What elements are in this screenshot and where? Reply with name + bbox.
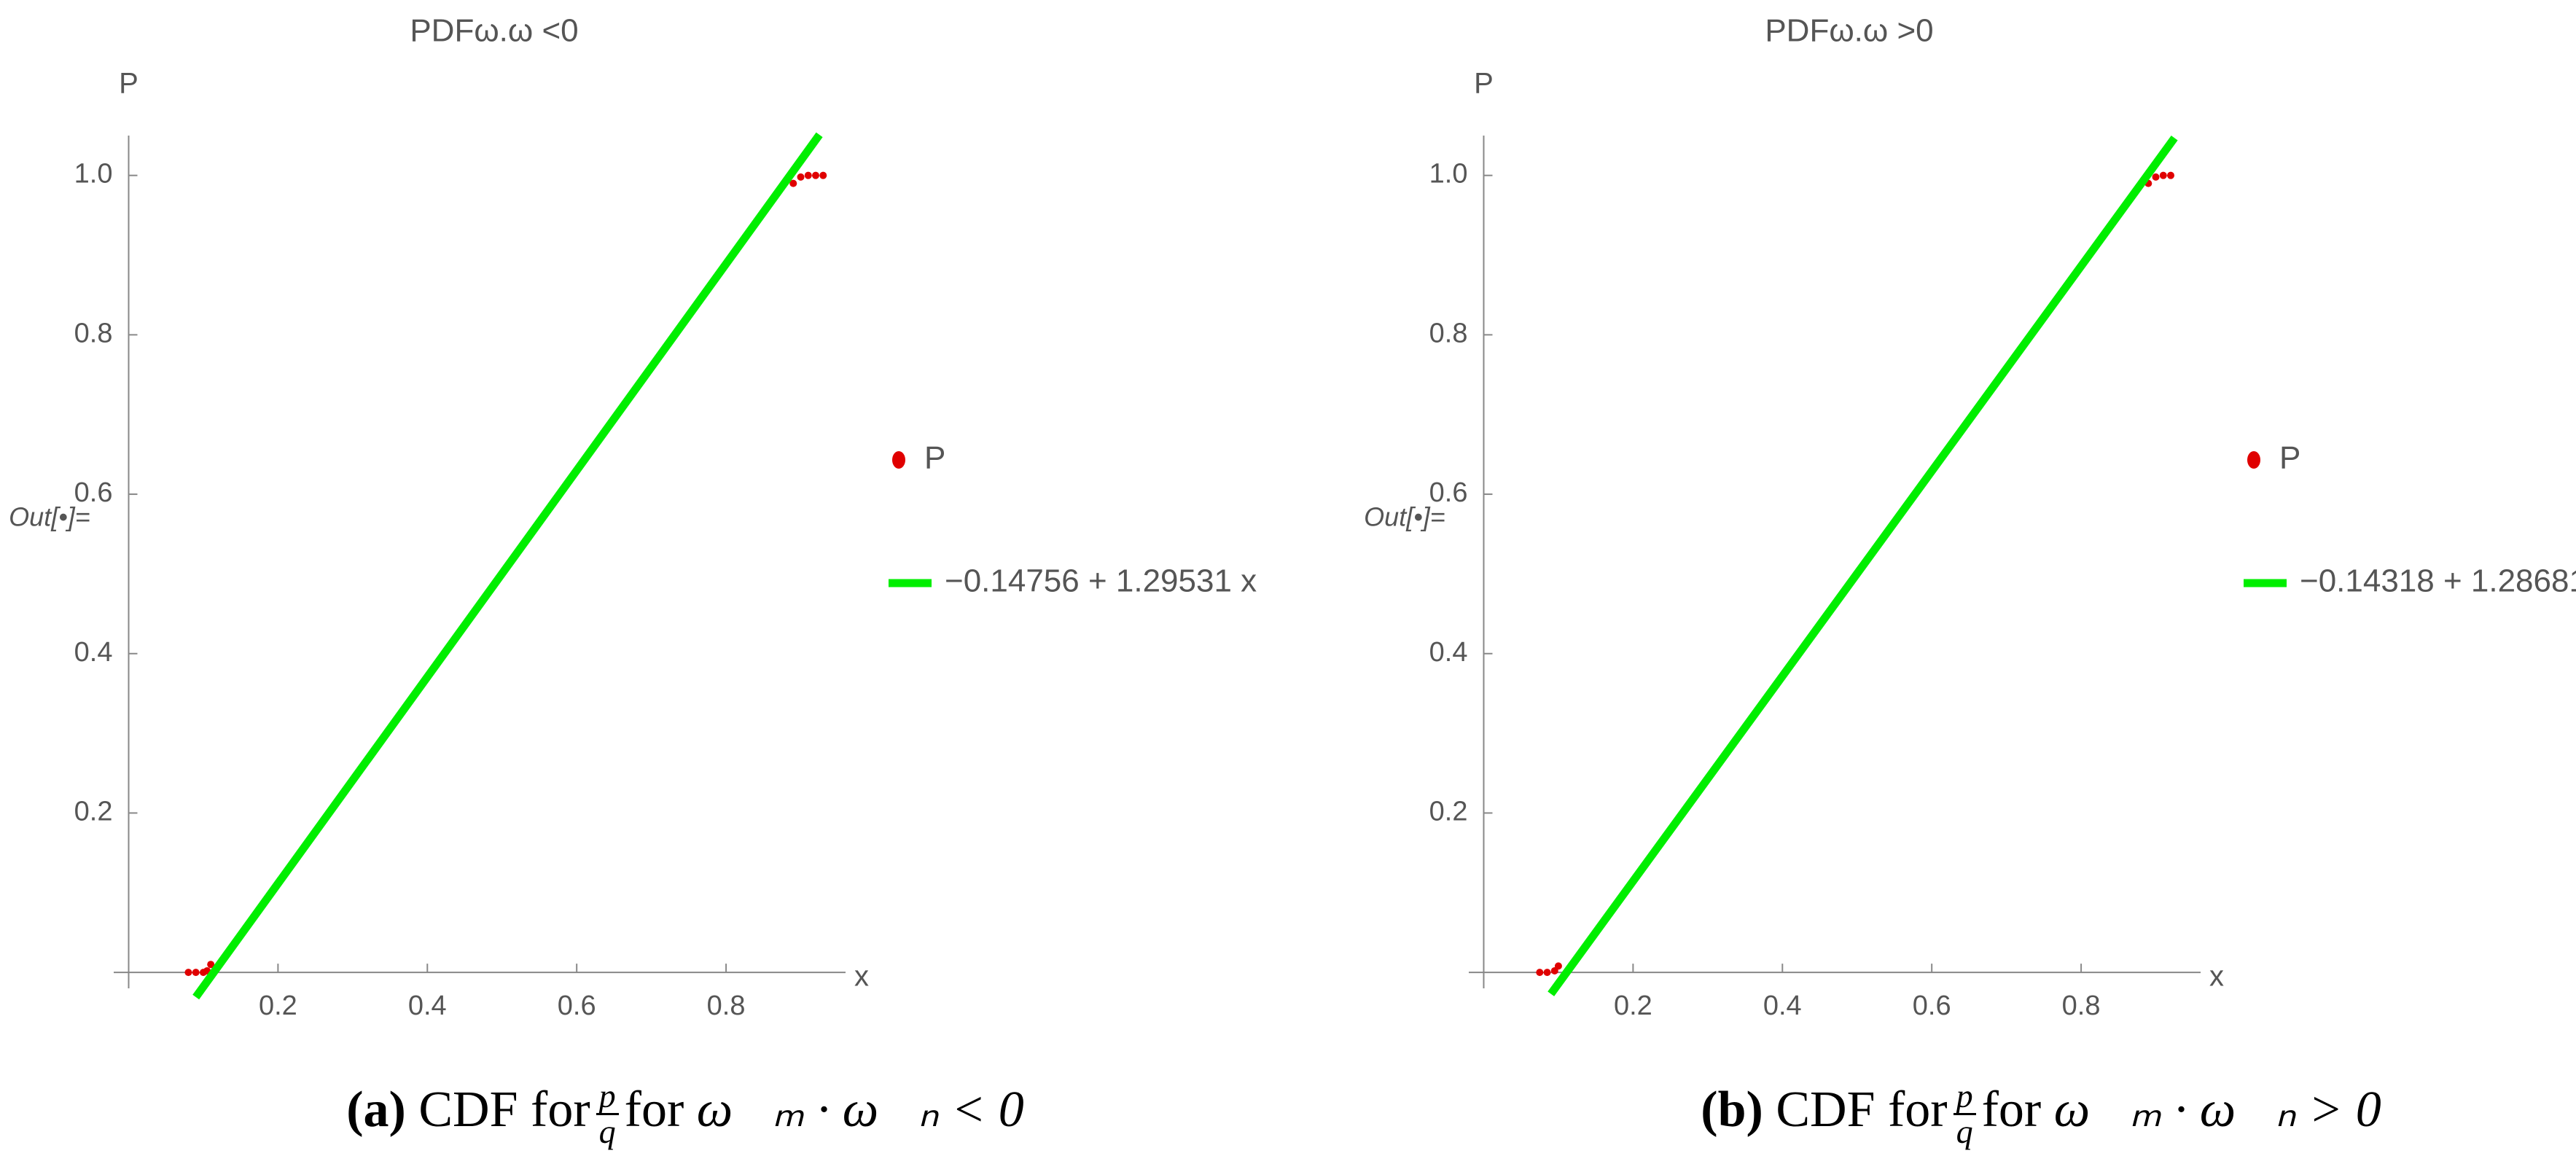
x-tick-label: 0.4 [408, 991, 447, 1021]
caption: (a) CDF for p q for ω⃗ₘ · ω⃗ₙ < 0 [175, 1079, 1195, 1149]
x-tick-label: 0.8 [2062, 991, 2101, 1021]
point [797, 173, 805, 181]
point [2167, 171, 2175, 179]
legend-label: P [2279, 440, 2300, 476]
y-tick-label: 0.8 [74, 318, 113, 348]
legend-marker [2247, 451, 2260, 469]
caption-label: (b) [1701, 1082, 1763, 1138]
y-tick-label: 0.6 [74, 477, 113, 508]
y-tick-label: 0.4 [1429, 637, 1468, 668]
x-tick-label: 0.6 [1913, 991, 1951, 1021]
point [2159, 171, 2167, 179]
y-tick-label: 0.2 [1429, 796, 1468, 827]
legend-label: P [924, 440, 945, 476]
annotation: Out[•]= [1364, 502, 1445, 532]
y-tick-label: 1.0 [1429, 159, 1468, 190]
caption-text: CDF for [1776, 1082, 1948, 1138]
point [789, 179, 797, 187]
charts: PDFω.ω <0 Px Out[•]= 0.2 0.4 0.6 0.8 0.2 0.4 0.6 0… [9, 13, 2576, 1022]
x-axis-label: x [2209, 961, 2224, 993]
caption-label: (a) [346, 1082, 406, 1138]
y-tick-label: 0.8 [1429, 318, 1468, 348]
y-tick-label: 0.4 [74, 637, 113, 668]
fit-line [192, 132, 823, 1000]
legend-label: −0.14318 + 1.28681 x [2300, 563, 2576, 599]
chart-title: PDFω.ω >0 [1765, 13, 1933, 49]
x-tick-label: 0.2 [259, 991, 297, 1021]
caption-math: ω⃗ₘ · ω⃗ₙ < 0 [696, 1082, 1024, 1138]
point [1543, 969, 1551, 977]
y-axis-label: P [119, 68, 138, 100]
caption-math: ω⃗ₘ · ω⃗ₙ > 0 [2053, 1082, 2381, 1138]
y-tick-label: 0.2 [74, 796, 113, 827]
chart-title: PDFω.ω <0 [410, 13, 578, 49]
point [1554, 962, 1562, 970]
caption-text: CDF for [418, 1082, 590, 1138]
numerator: p [596, 1079, 619, 1116]
x-tick-label: 0.2 [1614, 991, 1652, 1021]
x-tick-label: 0.4 [1763, 991, 1802, 1021]
legend-label: −0.14756 + 1.29531 x [945, 563, 1257, 599]
denominator: q [598, 1113, 616, 1151]
point [207, 961, 215, 969]
point [2152, 173, 2160, 181]
fit-line [1547, 136, 2178, 996]
point [819, 171, 827, 179]
point [192, 969, 200, 977]
point [812, 171, 820, 179]
x-tick-label: 0.6 [558, 991, 596, 1021]
caption: (b) CDF for p q for ω⃗ₘ · ω⃗ₙ > 0 [1531, 1079, 2551, 1149]
y-tick-label: 0.6 [1429, 477, 1468, 508]
point [184, 969, 192, 977]
point [1536, 969, 1544, 977]
caption-text: for [624, 1082, 684, 1138]
caption-text: for [1981, 1082, 2042, 1138]
numerator: p [1953, 1079, 1976, 1116]
point [804, 171, 812, 179]
y-axis-label: P [1474, 68, 1494, 100]
x-axis-label: x [854, 961, 869, 993]
annotation: Out[•]= [9, 502, 90, 532]
legend-marker [892, 451, 905, 469]
denominator: q [1956, 1113, 1973, 1151]
x-tick-label: 0.8 [707, 991, 746, 1021]
y-tick-label: 1.0 [74, 159, 113, 190]
